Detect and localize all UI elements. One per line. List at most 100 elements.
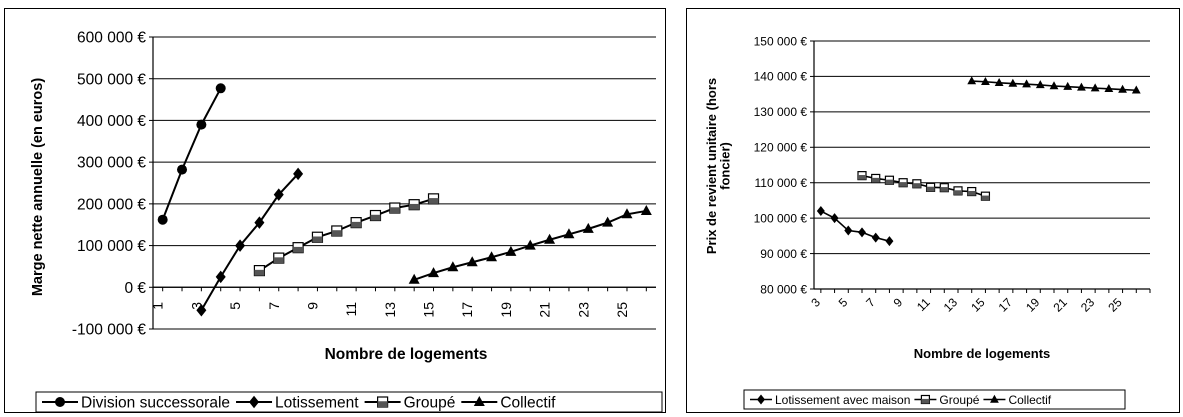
y-tick-label-4: 120 000 €: [754, 141, 808, 155]
left-chart-panel: [4, 8, 666, 413]
x-tick-label-11: 25: [1105, 295, 1125, 315]
y-tick-label-4: 300 000 €: [77, 155, 146, 172]
legend-marker-collectif: [990, 394, 999, 403]
point-lotissement-0: [196, 303, 207, 317]
point-groupe-5: [350, 217, 362, 229]
point-collectif-11: [621, 208, 633, 219]
point-groupe-0-fill: [254, 269, 265, 276]
y-tick-label-5: 400 000 €: [77, 113, 146, 130]
legend-marker-lotissement: [249, 395, 260, 409]
x-tick-label-2: 5: [227, 302, 243, 310]
point-collectif-5: [505, 245, 517, 256]
legend-label-groupe: Groupé: [939, 393, 979, 407]
x-tick-label-5: 13: [941, 295, 961, 315]
point-groupe-1: [273, 252, 285, 264]
point-groupe-5-fill: [926, 186, 935, 192]
legend-marker-division-successorale: [55, 397, 65, 407]
y-tick-label-5: 130 000 €: [754, 105, 808, 119]
point-lotissement-5: [293, 167, 304, 181]
legend-marker-groupe: [920, 394, 931, 405]
y-axis-title: Prix de revient unitaire (horsfoncier): [704, 78, 733, 254]
y-tick-label-0: 80 000 €: [760, 282, 807, 296]
point-collectif-8: [1077, 82, 1086, 91]
y-tick-label-7: 600 000 €: [77, 30, 146, 47]
x-tick-label-4: 11: [914, 295, 933, 314]
x-tick-label-5: 11: [343, 302, 359, 317]
point-groupe-2: [292, 242, 304, 254]
point-groupe-4-fill: [331, 230, 342, 236]
point-groupe-2-fill: [885, 179, 894, 185]
legend-label-collectif: Collectif: [1008, 393, 1051, 407]
x-tick-label-3: 9: [891, 295, 906, 310]
point-groupe-1-fill: [273, 257, 284, 264]
x-tick-label-7: 15: [421, 302, 437, 318]
point-collectif-12: [640, 204, 652, 215]
point-groupe-6-fill: [370, 214, 381, 221]
point-groupe-3: [898, 178, 908, 188]
legend: Lotissement avec maison Groupé Collectif: [743, 389, 1126, 410]
series-line-lotissement: [200, 173, 299, 311]
y-tick-label-3: 110 000 €: [755, 176, 808, 190]
legend-marker-groupe-fill: [377, 401, 388, 407]
x-tick-label-10: 23: [1078, 295, 1098, 315]
point-groupe-0: [857, 171, 867, 181]
point-collectif-5: [1035, 80, 1045, 89]
point-collectif-7: [544, 233, 556, 244]
x-tick-label-6: 13: [382, 302, 398, 318]
legend-label-collectif: Collectif: [500, 395, 556, 412]
point-collectif-1: [428, 267, 440, 278]
point-collectif-3: [1008, 78, 1018, 87]
y-tick-label-7: 150 000 €: [754, 34, 808, 48]
point-lotissement-avec-maison-1: [830, 213, 839, 224]
point-groupe-7-fill: [954, 190, 962, 195]
x-tick-label-6: 15: [968, 295, 988, 315]
y-tick-label-1: 0 €: [124, 280, 146, 297]
legend-box: [35, 391, 663, 413]
point-division-successorale-0: [157, 214, 168, 225]
x-axis-title: Nombre de logements: [325, 346, 488, 363]
point-groupe-3: [311, 231, 324, 243]
point-groupe-4-fill: [912, 183, 921, 188]
series-line-division-successorale: [161, 87, 222, 221]
point-groupe-2: [884, 175, 895, 185]
x-tick-label-9: 19: [498, 302, 514, 318]
x-tick-label-8: 17: [459, 302, 475, 318]
point-groupe-9: [980, 191, 991, 201]
series-groupe: [253, 193, 440, 277]
point-division-successorale-2: [196, 119, 207, 130]
series-line-groupe: [258, 197, 434, 272]
right-chart-panel: [686, 8, 1180, 413]
x-tick-label-11: 23: [575, 302, 591, 318]
point-lotissement-4: [273, 188, 284, 201]
series-division-successorale: [157, 83, 226, 225]
point-collectif-3: [466, 256, 478, 267]
y-tick-label-0: -100 000 €: [72, 322, 146, 339]
y-axis-title-line-0: Prix de revient unitaire (hors: [704, 78, 719, 254]
point-lotissement-avec-maison-3: [858, 227, 866, 238]
x-tick-label-4: 9: [304, 302, 320, 310]
x-axis-title: Nombre de logements: [914, 346, 1051, 361]
point-groupe-0-fill: [858, 175, 866, 180]
y-tick-label-6: 140 000 €: [754, 70, 808, 84]
legend-marker-lotissement-avec-maison: [757, 394, 765, 405]
point-collectif-10: [1104, 84, 1114, 93]
point-lotissement-avec-maison-0: [816, 206, 825, 217]
point-groupe-6: [369, 209, 382, 222]
y-tick-label-2: 100 000 €: [754, 211, 808, 225]
point-groupe-4: [912, 179, 922, 189]
point-groupe-5-fill: [351, 221, 362, 228]
point-groupe-7-fill: [389, 207, 400, 214]
x-tick-label-2: 7: [863, 295, 878, 310]
point-collectif-6: [1049, 81, 1059, 90]
point-collectif-9: [1090, 83, 1100, 92]
point-collectif-1: [981, 76, 990, 85]
y-tick-label-2: 100 000 €: [77, 238, 146, 255]
legend-label-lotissement: Lotissement: [275, 395, 359, 412]
y-tick-label-3: 200 000 €: [77, 196, 146, 213]
chart-1: -100 000 € 0 € 100 000 € 200 000 € 300 000 €…: [30, 30, 663, 413]
point-groupe-7: [389, 202, 401, 214]
point-collectif-12: [1131, 85, 1141, 94]
point-collectif-2: [994, 78, 1004, 87]
x-tick-label-12: 25: [614, 302, 630, 318]
